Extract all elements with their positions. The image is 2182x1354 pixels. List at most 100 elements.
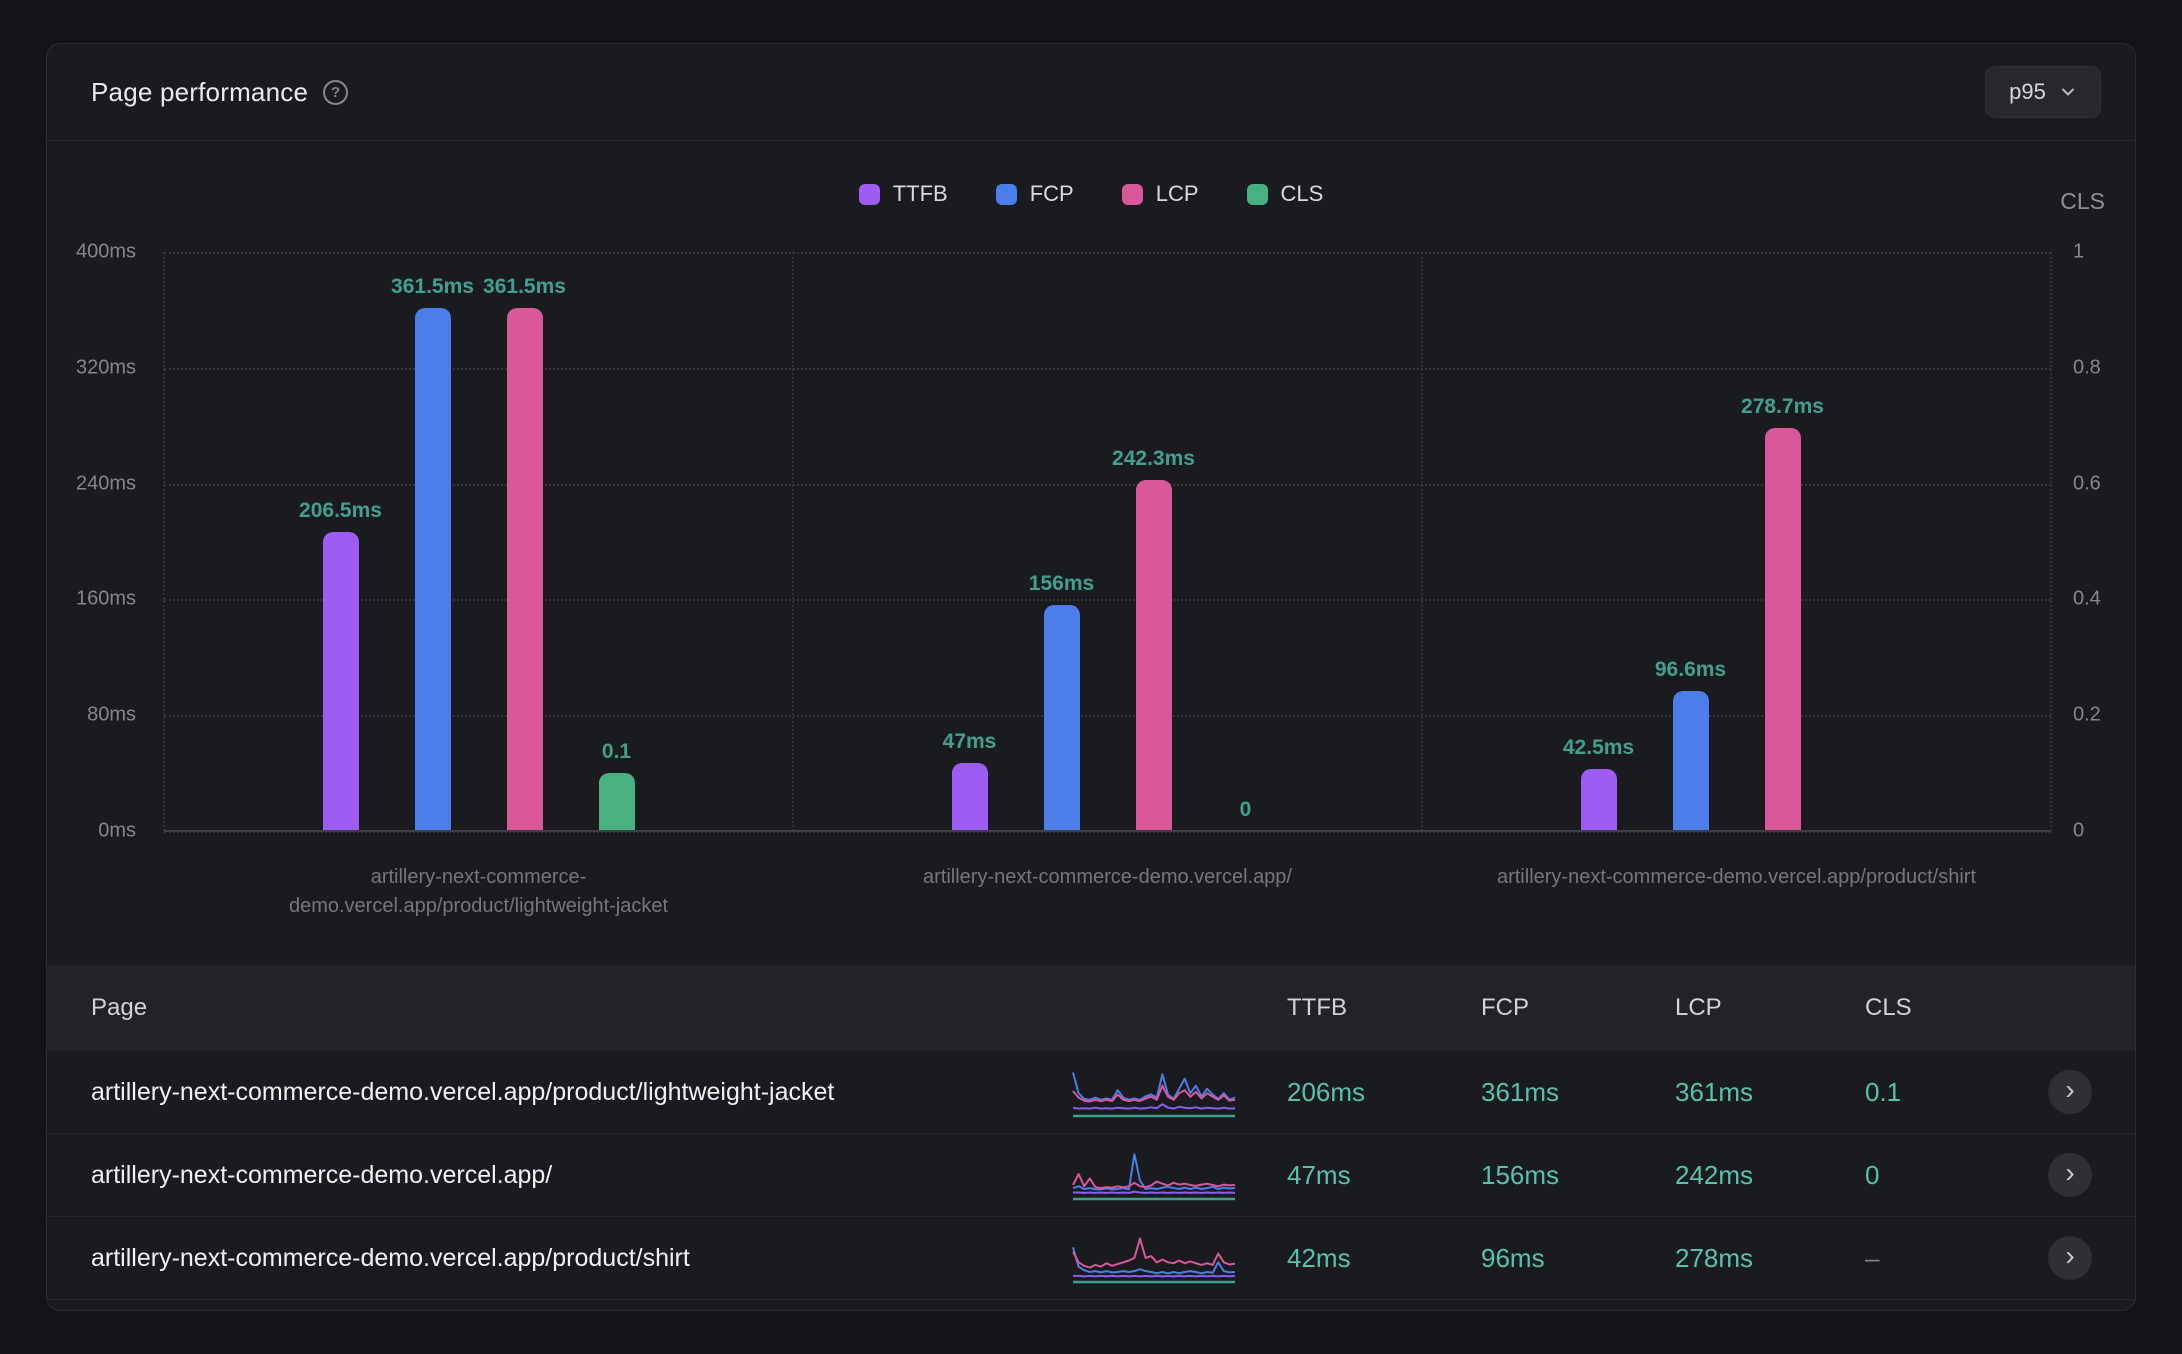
right-axis-title: CLS [2060,188,2105,214]
right-axis-tick: 0.2 [2073,703,2101,726]
column-header-ttfb: TTFB [1287,994,1347,1021]
legend-label: FCP [1029,181,1074,206]
bar-value-label: 361.5ms [391,274,474,298]
cls-value: – [1865,1242,1880,1273]
chevron-down-icon [2061,88,2074,96]
bar-group: 206.5ms 361.5ms 361.5ms 0.1 [164,252,793,831]
card-header: Page performance ? p95 [47,44,2135,141]
ttfb-bar [1580,769,1617,831]
x-axis-line [164,830,2051,832]
bar-slot-lcp: 242.3ms [1112,252,1195,831]
lcp-value: 361ms [1675,1076,1754,1107]
bar-slot-fcp: 156ms [1029,252,1094,831]
bar-slot-fcp: 361.5ms [391,252,474,831]
ttfb-swatch-icon [858,183,880,205]
gridline-horizontal [164,599,2051,602]
gridline-horizontal [164,252,2051,254]
table-body: artillery-next-commerce-demo.vercel.app/… [47,1051,2135,1300]
column-header-fcp: FCP [1481,994,1529,1021]
sparkline-chart [1072,1153,1236,1201]
bar-value-label: 96.6ms [1654,658,1727,682]
bar-slot-lcp: 361.5ms [483,252,566,831]
legend-label: LCP [1155,181,1199,206]
bar-group: 47ms 156ms 242.3ms 0 [793,252,1422,831]
help-icon[interactable]: ? [323,79,349,105]
bar-slot-ttfb: 42.5ms [1563,252,1634,831]
sparkline-cell [1071,1147,1287,1203]
page-performance-card: Page performance ? p95 TTFB FCP LCP CLS CLS… [46,43,2136,1311]
ttfb-bar [322,532,359,831]
left-axis-tick: 0ms [98,819,136,842]
bar-slot-cls: 0 [1228,252,1264,831]
legend-item-lcp[interactable]: LCP [1121,181,1199,207]
page-url: artillery-next-commerce-demo.vercel.app/ [91,1160,553,1189]
category-label: artillery-next-commerce-demo.vercel.app/… [288,866,669,917]
right-axis-tick: 1 [2073,240,2085,263]
gridline-vertical [163,252,165,831]
cls-swatch-icon [1246,183,1268,205]
row-detail-button[interactable]: › [2048,1153,2092,1197]
right-axis-tick: 0.8 [2073,356,2101,379]
left-axis-tick: 400ms [75,240,136,263]
page-url: artillery-next-commerce-demo.vercel.app/… [91,1077,835,1106]
page-title: Page performance [91,76,309,107]
cls-bar [598,773,635,831]
right-axis-tick: 0.4 [2073,587,2101,610]
bar-value-label: 206.5ms [299,499,382,523]
legend-label: TTFB [892,181,948,206]
bar-value-label: 278.7ms [1741,394,1824,418]
bar-value-label: 47ms [942,729,997,753]
bar-value-label: 0 [1239,798,1252,821]
gridline-horizontal [164,367,2051,370]
pages-table: Page TTFB FCP LCP CLS artillery-next-commerc… [47,965,2135,1300]
bar-slot-cls: 0.1 [598,252,635,831]
legend-item-cls[interactable]: CLS [1246,181,1324,207]
cls-value: 0 [1865,1159,1880,1190]
bar-slot-ttfb: 206.5ms [299,252,382,831]
ttfb-value: 47ms [1287,1159,1351,1190]
legend-item-ttfb[interactable]: TTFB [858,181,948,207]
bar-value-label: 156ms [1028,572,1095,596]
lcp-bar [1135,480,1172,831]
sparkline-chart [1072,1237,1236,1284]
row-detail-button[interactable]: › [2048,1236,2092,1280]
column-header-page: Page [91,994,148,1021]
bar-group: 42.5ms 96.6ms 278.7ms [1422,252,2051,831]
lcp-bar [506,307,543,831]
chart-legend: TTFB FCP LCP CLS [47,178,2135,210]
row-detail-button[interactable]: › [2048,1070,2092,1114]
chart-section: TTFB FCP LCP CLS CLS 400ms 320ms 240ms 160ms 80… [47,141,2135,921]
column-header-lcp: LCP [1675,994,1722,1021]
table-row[interactable]: artillery-next-commerce-demo.vercel.app/… [47,1134,2135,1217]
sparkline-chart [1072,1072,1236,1118]
table-row[interactable]: artillery-next-commerce-demo.vercel.app/… [47,1217,2135,1300]
table-row[interactable]: artillery-next-commerce-demo.vercel.app/… [47,1051,2135,1134]
page-url: artillery-next-commerce-demo.vercel.app/… [91,1243,690,1272]
category-label: artillery-next-commerce-demo.vercel.app/… [1496,866,1977,888]
left-axis: 400ms 320ms 240ms 160ms 80ms 0ms [47,241,164,842]
lcp-bar [1764,427,1801,831]
category-label: artillery-next-commerce-demo.vercel.app/ [922,866,1292,888]
left-axis-tick: 160ms [75,587,136,610]
lcp-value: 278ms [1675,1242,1754,1273]
bar-groups: 206.5ms 361.5ms 361.5ms 0.1 47ms 156ms 242.3ms… [164,252,2051,831]
column-header-cls: CLS [1865,994,1912,1021]
percentile-dropdown[interactable]: p95 [1985,66,2101,118]
ttfb-value: 206ms [1287,1076,1366,1107]
right-axis-tick: 0.6 [2073,472,2101,495]
bar-value-label: 42.5ms [1562,736,1635,760]
fcp-value: 156ms [1481,1159,1560,1190]
ttfb-value: 42ms [1287,1242,1351,1273]
plot-area: 206.5ms 361.5ms 361.5ms 0.1 47ms 156ms 242.3ms… [163,252,2052,833]
fcp-swatch-icon [995,183,1017,205]
category-axis: artillery-next-commerce-demo.vercel.app/… [47,863,2135,921]
lcp-value: 242ms [1675,1159,1754,1190]
left-axis-tick: 240ms [75,472,136,495]
left-axis-tick: 320ms [75,356,136,379]
title-wrap: Page performance ? [91,76,349,108]
bar-value-label: 242.3ms [1112,447,1195,471]
legend-label: CLS [1280,181,1324,206]
legend-item-fcp[interactable]: FCP [995,181,1074,207]
lcp-swatch-icon [1121,183,1143,205]
fcp-bar [1672,691,1709,831]
